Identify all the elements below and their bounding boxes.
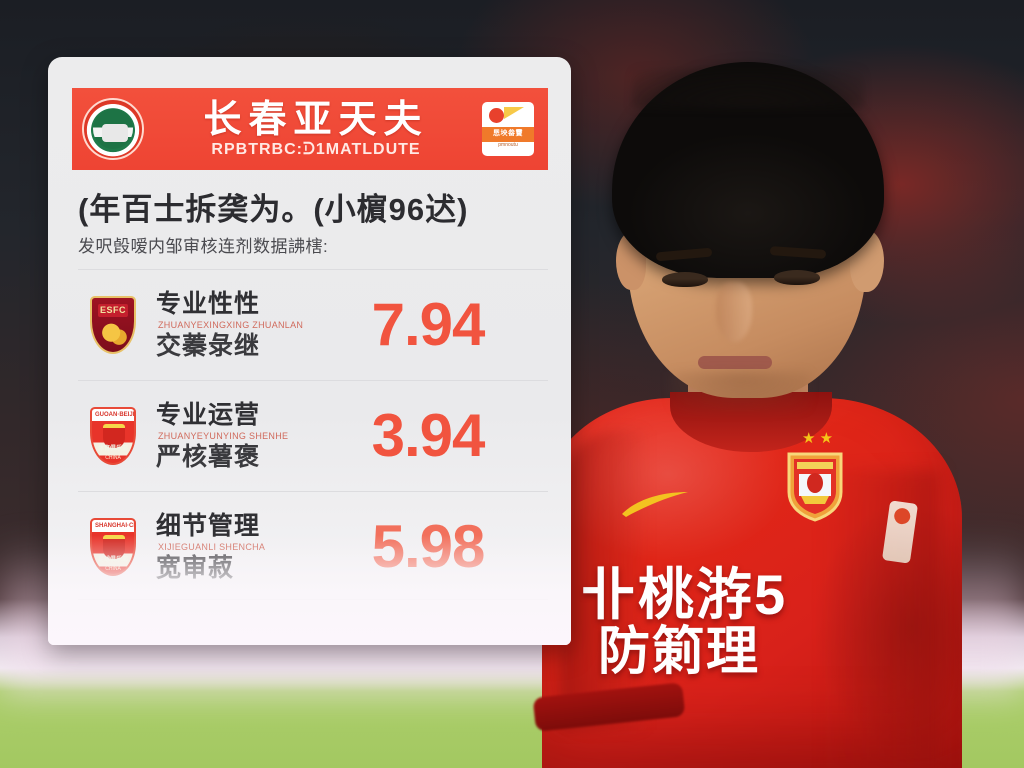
headline-sub: 发呎㲃嗳内邹审核连剂数据䛍㮫: [78, 237, 329, 256]
row-label-latin: ZHUANYEXINGXING ZHUANLAN [158, 320, 304, 330]
row-label-secondary: 严核薯褒 [156, 443, 261, 471]
row-label-secondary: 交蓁彔继 [156, 332, 261, 360]
sponsor-subtext: pmnoutu [498, 142, 518, 148]
banner-club-crest-icon [82, 98, 144, 160]
player-eye-right [774, 270, 820, 285]
sponsor-dot-icon [489, 108, 504, 123]
card-banner: 长春亚天夫 RPBTRBC:ᑓ1MATLDUTE 㤙坱畚靌 pmnoutu [72, 88, 548, 170]
dragon-icon [100, 321, 128, 347]
club-shield-icon: GUOAN·BEIJING 体育俱乐部 CHINA [90, 407, 136, 465]
row-labels: 专业运营 ZHUANYEYUNYING SHENHE 严核薯褒 [156, 400, 336, 472]
row-label-latin: ZHUANYEYUNYING SHENHE [158, 431, 289, 441]
player-hair [612, 62, 884, 278]
row-label-primary: 专业性性 [156, 290, 261, 318]
table-row[interactable]: ESFC 专业性性 ZHUANYEXINGXING ZHUANLAN 交蓁彔继 … [78, 269, 548, 380]
player-photo: ★ ★ 卝桃㳺5 防箣理 [520, 0, 1024, 768]
shield-top-text: GUOAN·BEIJING [95, 412, 135, 418]
jersey-fold-right [820, 470, 940, 768]
shield-emblem-icon [103, 424, 125, 448]
player-chin [670, 372, 810, 412]
table-row[interactable]: GUOAN·BEIJING 体育俱乐部 CHINA 专业运营 ZHUANYEYU… [78, 380, 548, 491]
club-crest-icon [787, 452, 843, 522]
card-bottom-fade [48, 535, 571, 645]
row-labels: 专业性性 ZHUANYEXINGXING ZHUANLAN 交蓁彔继 [156, 289, 336, 361]
player-eye-left [662, 272, 708, 287]
headline-main: (年百士拆䶮为。(小㯽96迖) [78, 192, 469, 227]
shield-top-text: ESFC [99, 305, 126, 315]
player-mouth [698, 356, 772, 369]
row-badge: GUOAN·BEIJING 体育俱乐部 CHINA [90, 407, 136, 465]
stats-card: 长春亚天夫 RPBTRBC:ᑓ1MATLDUTE 㤙坱畚靌 pmnoutu (年… [48, 57, 571, 645]
banner-sponsor-logo: 㤙坱畚靌 pmnoutu [482, 102, 534, 156]
row-score: 3.94 [371, 402, 486, 469]
card-headline: (年百士拆䶮为。(小㯽96迖) 发呎㲃嗳内邹审核连剂数据䛍㮫: [78, 190, 548, 258]
player-nose [716, 282, 752, 342]
shield-top-text: SHANGHAI·CLUB [95, 523, 134, 529]
jersey-sponsor-line2: 防箣理 [598, 623, 761, 681]
jersey-stars: ★ ★ [802, 430, 834, 447]
shield-foot-text: 体育俱乐部 [97, 446, 128, 452]
row-score: 7.94 [371, 291, 486, 358]
jersey-sponsor-line1: 卝桃㳺5 [580, 563, 788, 626]
banner-titles: 长春亚天夫 RPBTRBC:ᑓ1MATLDUTE [144, 100, 482, 159]
row-label-primary: 专业运营 [156, 401, 261, 429]
jersey-fold-left [560, 430, 650, 730]
jersey-sponsor-text: 卝桃㳺5 防箣理 [580, 563, 920, 681]
nike-swoosh-icon [622, 492, 688, 517]
row-badge: ESFC [90, 296, 136, 354]
banner-title-cn: 长春亚天夫 [203, 98, 429, 141]
banner-title-en: RPBTRBC:ᑓ1MATLDUTE [211, 140, 421, 158]
sponsor-wing-icon [504, 107, 524, 119]
shield-base-text: CHINA [105, 455, 121, 461]
club-shield-icon: ESFC [90, 296, 136, 354]
sponsor-text: 㤙坱畚靌 [493, 130, 523, 137]
